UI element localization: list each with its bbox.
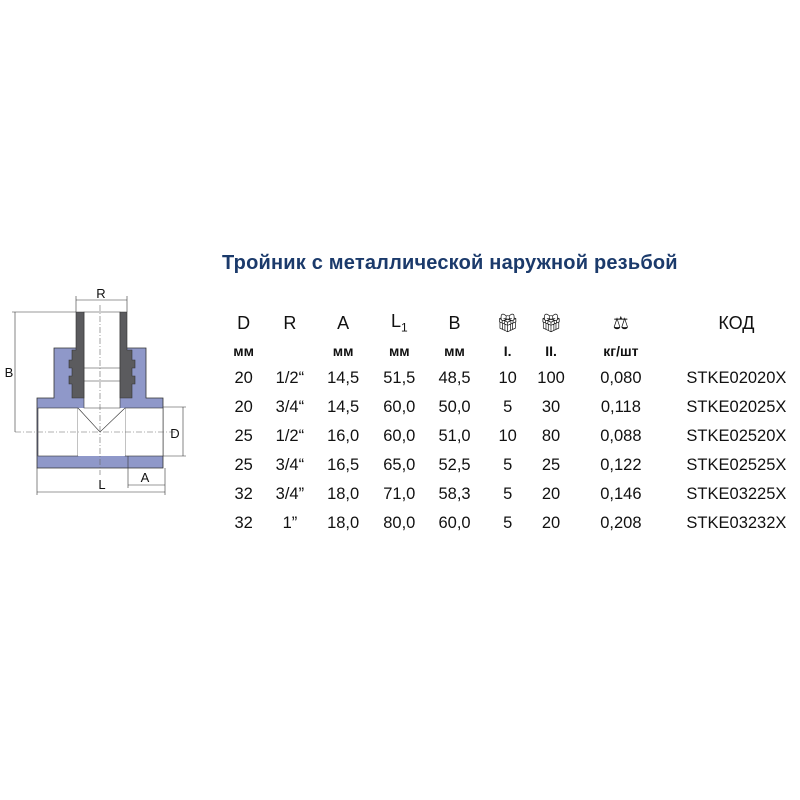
table-row: 20 1/2“ 14,5 51,5 48,5 10 100 0,080 STKE02020X [222, 364, 800, 393]
unit-cell: кг/шт [603, 343, 639, 359]
table-cell: 5 [503, 485, 513, 503]
table-cell: 20 [234, 369, 253, 387]
table-cell: 18,0 [327, 485, 360, 503]
unit-cell: мм [233, 343, 254, 359]
table-cell: 3/4” [275, 485, 305, 503]
table-cell: 32 [234, 485, 253, 503]
header-l1: L1 [372, 308, 427, 338]
table-cell: 5 [503, 456, 513, 474]
header-row: D R A L1 B 🎁︎ 🎁︎ ⚖ КОД [222, 308, 800, 338]
tee-fitting-diagram: R B D L A [5, 286, 186, 495]
table-cell: 0,080 [600, 369, 642, 387]
header-code: КОД [718, 312, 755, 333]
table-cell: 14,5 [327, 369, 360, 387]
header-l-text: L [390, 311, 401, 332]
package-icon: 🎁︎ [496, 312, 520, 333]
table-cell: 71,0 [383, 485, 416, 503]
label-a: A [141, 470, 150, 485]
page-title: Тройник с металлической наружной резьбой [222, 252, 678, 274]
unit-cell: мм [332, 343, 354, 359]
unit-cell: II. [545, 343, 557, 359]
table-cell: 52,5 [438, 456, 471, 474]
package-icon: 🎁︎ [539, 312, 563, 333]
label-l: L [98, 477, 105, 492]
table-cell: 48,5 [438, 369, 471, 387]
table-cell: 60,0 [438, 514, 471, 532]
table-cell: 10 [498, 369, 517, 387]
unit-cell [673, 338, 800, 364]
table-cell: 65,0 [383, 456, 416, 474]
label-b: B [5, 365, 14, 380]
table-row: 25 1/2“ 16,0 60,0 51,0 10 80 0,088 STKE02520X [222, 422, 800, 451]
header-a: A [337, 312, 350, 333]
table-cell: 0,146 [600, 485, 642, 503]
table-cell: 25 [541, 456, 561, 474]
table-cell: 10 [498, 427, 517, 445]
table-cell: 32 [234, 514, 253, 532]
header-l-sub: 1 [400, 320, 408, 335]
table-cell: STKE03225X [686, 485, 787, 503]
table-cell: STKE02520X [686, 427, 787, 445]
units-row: мм мм мм мм I. II. кг/шт [222, 338, 800, 364]
header-d: D [237, 312, 251, 333]
table-row: 25 3/4“ 16,5 65,0 52,5 5 25 0,122 STKE02525X [222, 451, 800, 480]
table-cell: 58,3 [438, 485, 471, 503]
table-cell: 25 [234, 456, 253, 474]
table-cell: 1/2“ [275, 427, 305, 445]
scale-icon: ⚖ [612, 312, 629, 333]
table-cell: STKE02525X [686, 456, 787, 474]
table-cell: 80,0 [383, 514, 416, 532]
table-row: 32 1” 18,0 80,0 60,0 5 20 0,208 STKE03232X [222, 509, 800, 538]
table-cell: 100 [537, 369, 565, 387]
table-cell: 16,0 [327, 427, 360, 445]
table-cell: 3/4“ [275, 398, 305, 416]
table-cell: 16,5 [327, 456, 360, 474]
table-cell: 5 [503, 398, 513, 416]
table-cell: 30 [541, 398, 561, 416]
spec-table: D R A L1 B 🎁︎ 🎁︎ ⚖ КОД мм мм мм мм I. II. кг/ш… [222, 308, 800, 538]
table-cell: 3/4“ [275, 456, 305, 474]
table-cell: 51,0 [438, 427, 471, 445]
label-d: D [170, 426, 179, 441]
table-cell: 60,0 [383, 427, 416, 445]
table-cell: STKE02020X [686, 369, 787, 387]
table-cell: 0,208 [600, 514, 642, 532]
table-cell: 80 [541, 427, 561, 445]
table-cell: 5 [503, 514, 513, 532]
unit-cell: I. [503, 343, 512, 359]
table-cell: 25 [234, 427, 253, 445]
table-row: 20 3/4“ 14,5 60,0 50,0 5 30 0,118 STKE02025X [222, 393, 800, 422]
table-cell: 20 [541, 485, 561, 503]
table-cell: 60,0 [383, 398, 416, 416]
table-cell: 0,122 [600, 456, 642, 474]
table-cell: 20 [541, 514, 561, 532]
table-cell: STKE03232X [686, 514, 787, 532]
table-cell: 20 [234, 398, 253, 416]
table-row: 32 3/4” 18,0 71,0 58,3 5 20 0,146 STKE03225X [222, 480, 800, 509]
table-cell: 18,0 [327, 514, 360, 532]
unit-cell [265, 338, 314, 364]
table-cell: 14,5 [327, 398, 360, 416]
header-b: B [448, 312, 461, 333]
table-cell: 1” [282, 514, 298, 532]
table-cell: 51,5 [383, 369, 416, 387]
unit-cell: мм [388, 343, 410, 359]
table-cell: 0,088 [600, 427, 642, 445]
table-cell: STKE02025X [686, 398, 787, 416]
header-r: R [283, 312, 297, 333]
label-r: R [96, 286, 105, 301]
unit-cell: мм [444, 343, 465, 359]
table-cell: 50,0 [438, 398, 471, 416]
table-cell: 0,118 [600, 398, 641, 416]
table-cell: 1/2“ [275, 369, 305, 387]
